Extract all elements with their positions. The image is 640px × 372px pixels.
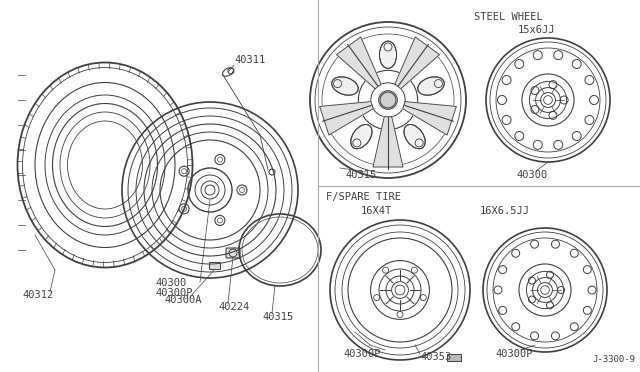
Polygon shape bbox=[337, 37, 381, 89]
Ellipse shape bbox=[351, 125, 372, 149]
Text: 15x6JJ: 15x6JJ bbox=[517, 25, 555, 35]
Text: 40315: 40315 bbox=[345, 170, 376, 180]
Text: J-3300-9: J-3300-9 bbox=[592, 355, 635, 364]
Text: 40300P: 40300P bbox=[495, 349, 532, 359]
Text: 40353: 40353 bbox=[420, 352, 451, 362]
FancyBboxPatch shape bbox=[209, 263, 221, 269]
Text: 40311: 40311 bbox=[234, 55, 265, 65]
Polygon shape bbox=[319, 102, 373, 135]
Text: 40300A: 40300A bbox=[164, 295, 202, 305]
Ellipse shape bbox=[404, 125, 425, 149]
Text: 40300: 40300 bbox=[516, 170, 547, 180]
Text: STEEL WHEEL: STEEL WHEEL bbox=[474, 12, 543, 22]
Ellipse shape bbox=[418, 77, 444, 95]
Polygon shape bbox=[373, 117, 403, 167]
Text: 16X4T: 16X4T bbox=[360, 206, 392, 216]
Polygon shape bbox=[403, 102, 456, 135]
Bar bbox=[447, 354, 461, 361]
FancyBboxPatch shape bbox=[226, 248, 240, 258]
Circle shape bbox=[380, 92, 396, 108]
Polygon shape bbox=[395, 37, 440, 89]
Ellipse shape bbox=[332, 77, 358, 95]
Text: F/SPARE TIRE: F/SPARE TIRE bbox=[326, 192, 401, 202]
Text: 40300P: 40300P bbox=[343, 349, 381, 359]
Text: 16X6.5JJ: 16X6.5JJ bbox=[480, 206, 530, 216]
Text: 40224: 40224 bbox=[218, 302, 249, 312]
Text: 40312: 40312 bbox=[22, 290, 53, 300]
Ellipse shape bbox=[380, 41, 397, 68]
Text: 40300: 40300 bbox=[155, 278, 186, 288]
Text: 40315: 40315 bbox=[262, 312, 293, 322]
Text: 40300P: 40300P bbox=[155, 288, 193, 298]
